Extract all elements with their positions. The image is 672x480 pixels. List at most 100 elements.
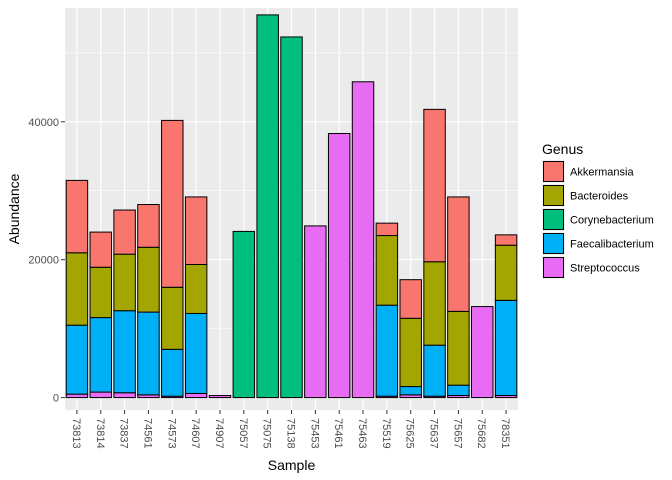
bar-segment-akkermansia: [137, 204, 160, 248]
legend-swatch: [543, 257, 564, 278]
bar-segment-bacteroides: [65, 252, 89, 326]
bar-74907: [208, 395, 232, 399]
bar-75461: [327, 132, 351, 399]
bar-segment-faecalibacterium: [113, 310, 136, 394]
bar-75075: [256, 14, 279, 399]
x-tick-label: 75519: [380, 418, 392, 449]
x-tick-label: 74561: [141, 418, 153, 449]
bar-segment-streptococcus: [65, 393, 89, 399]
bar-segment-bacteroides: [447, 310, 470, 386]
legend-swatch: [543, 185, 564, 206]
bar-segment-bacteroides: [113, 253, 136, 312]
legend-entries: Akkermansia Bacteroides Corynebacterium Fae…: [542, 160, 654, 279]
bar-segment-akkermansia: [65, 179, 89, 254]
bar-segment-faecalibacterium: [161, 348, 184, 397]
y-tick-label: 40000: [28, 117, 59, 129]
bar-segment-streptococcus: [89, 391, 112, 399]
y-tick-label: 20000: [28, 255, 59, 267]
bar-segment-bacteroides: [494, 244, 518, 301]
bar-segment-streptococcus: [113, 392, 136, 399]
bar-74561: [137, 204, 160, 399]
bar-segment-bacteroides: [137, 246, 160, 313]
x-tick-label: 73814: [94, 418, 106, 449]
bar-segment-corynebacterium: [280, 36, 303, 399]
bar-75625: [399, 279, 422, 399]
bar-segment-akkermansia: [184, 196, 208, 266]
bar-segment-faecalibacterium: [89, 317, 112, 393]
legend-swatch: [543, 161, 564, 182]
legend-title: Genus: [542, 141, 583, 157]
bar-73837: [113, 209, 136, 399]
x-tick-label: 75657: [451, 418, 463, 449]
x-tick-label: 75463: [356, 418, 368, 449]
bar-segment-akkermansia: [89, 231, 112, 268]
x-axis: 73813 73814 73837 74561 74573 74607 74907 75057…: [70, 410, 511, 449]
bar-73814: [89, 231, 112, 399]
legend-item: Faecalibacterium: [542, 232, 654, 255]
x-tick-label: 73837: [118, 418, 130, 449]
y-axis-title: Abundance: [6, 173, 22, 244]
bar-75682: [471, 306, 494, 399]
x-tick-label: 78351: [499, 418, 511, 449]
bar-segment-bacteroides: [89, 266, 112, 319]
bar-75453: [304, 225, 327, 399]
bar-segment-bacteroides: [161, 286, 184, 350]
legend-label: Bacteroides: [570, 191, 629, 203]
x-tick-label: 75075: [261, 418, 273, 449]
legend-label: Streptococcus: [570, 263, 640, 275]
legend-item: Akkermansia: [542, 160, 634, 183]
bar-segment-akkermansia: [161, 119, 184, 288]
x-tick-label: 75625: [404, 418, 416, 449]
bar-75657: [447, 196, 470, 399]
bar-75637: [423, 108, 446, 399]
bar-segment-akkermansia: [423, 108, 446, 263]
x-tick-label: 75682: [475, 418, 487, 449]
bar-segment-bacteroides: [399, 317, 422, 388]
bar-segment-bacteroides: [375, 235, 399, 306]
x-tick-label: 75138: [285, 418, 297, 449]
bar-segment-faecalibacterium: [399, 386, 422, 396]
bar-segment-streptococcus: [351, 81, 375, 399]
bar-78351: [494, 234, 518, 399]
bar-segment-faecalibacterium: [65, 324, 89, 395]
bar-segment-akkermansia: [113, 209, 136, 255]
legend-swatch: [543, 233, 564, 254]
bar-73813: [65, 179, 89, 399]
bar-segment-faecalibacterium: [184, 312, 208, 394]
bar-segment-faecalibacterium: [137, 311, 160, 396]
y-axis: 0 20000 40000: [28, 117, 65, 405]
bars-layer: [65, 14, 518, 399]
bar-segment-akkermansia: [494, 234, 518, 246]
x-tick-label: 75453: [308, 418, 320, 449]
bar-74607: [184, 196, 208, 399]
legend-label: Corynebacterium: [570, 215, 654, 227]
bar-segment-bacteroides: [184, 264, 208, 314]
legend-item: Corynebacterium: [542, 208, 654, 231]
x-axis-title: Sample: [268, 457, 316, 473]
legend: Genus Akkermansia Bacteroides Corynebacter…: [542, 141, 654, 279]
bar-75138: [280, 36, 303, 399]
bar-segment-streptococcus: [304, 225, 327, 399]
bar-segment-streptococcus: [327, 132, 351, 399]
bar-segment-faecalibacterium: [447, 384, 470, 397]
bar-segment-akkermansia: [375, 222, 399, 237]
bar-segment-faecalibacterium: [494, 299, 518, 397]
bar-segment-corynebacterium: [232, 230, 256, 399]
x-tick-label: 75461: [332, 418, 344, 449]
x-tick-label: 75057: [237, 418, 249, 449]
bar-75463: [351, 81, 375, 399]
bar-74573: [161, 119, 184, 399]
bar-segment-corynebacterium: [256, 14, 279, 399]
x-tick-label: 74907: [213, 418, 225, 449]
legend-swatch: [543, 209, 564, 230]
x-tick-label: 74607: [189, 418, 201, 449]
y-tick-label: 0: [53, 393, 59, 405]
bar-segment-bacteroides: [423, 261, 446, 346]
legend-label: Akkermansia: [570, 167, 634, 179]
legend-item: Bacteroides: [542, 184, 629, 207]
bar-segment-streptococcus: [208, 395, 232, 399]
x-tick-label: 73813: [70, 418, 82, 449]
bar-75057: [232, 230, 256, 399]
bar-segment-streptococcus: [184, 392, 208, 399]
